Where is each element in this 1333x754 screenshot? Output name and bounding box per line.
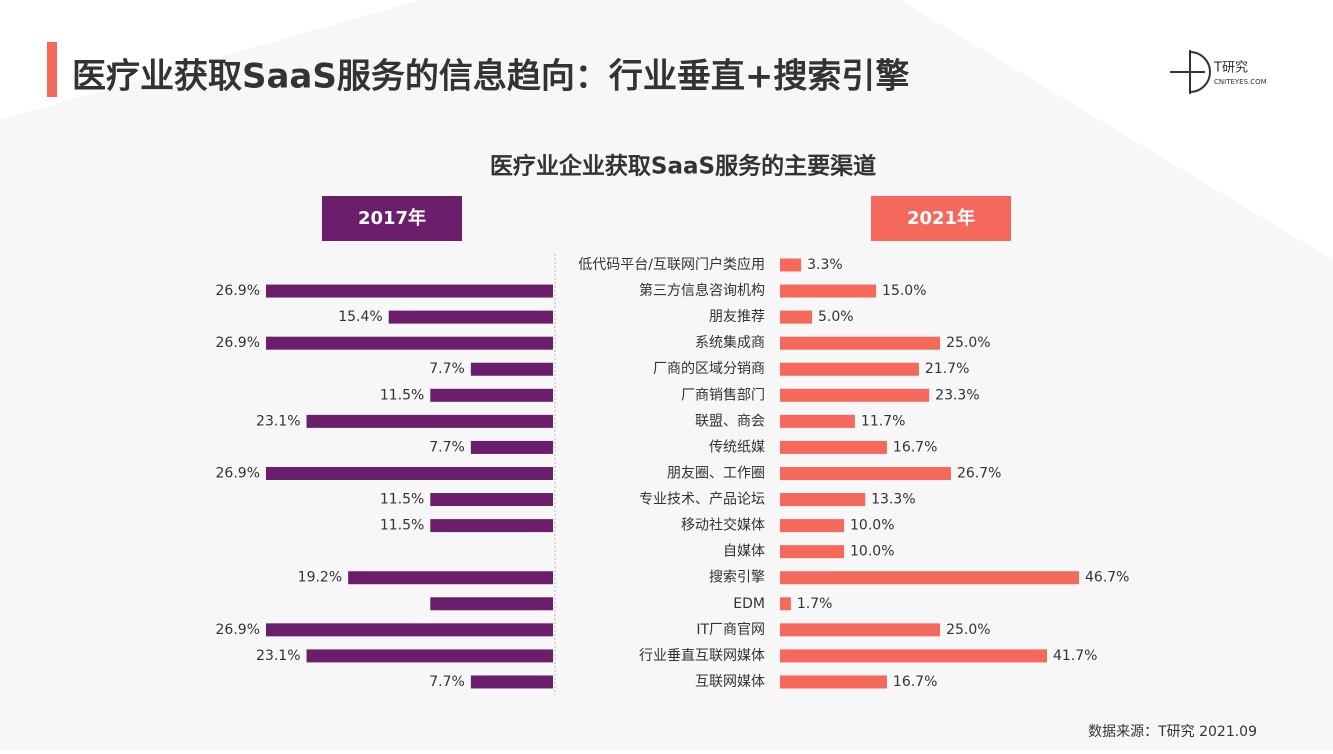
value-label: 19.2% (298, 570, 342, 586)
category-label: 厂商销售部门 (681, 387, 765, 403)
bar (780, 388, 930, 402)
category-label: 朋友推荐 (709, 309, 765, 325)
legend-box (871, 196, 1011, 241)
category-label: 专业技术、产品论坛 (639, 492, 765, 508)
bar (780, 336, 941, 350)
bar (780, 310, 813, 324)
bar (388, 310, 553, 324)
value-label: 21.7% (925, 361, 969, 377)
logo: T研究 CNITEYES.COM (1170, 50, 1267, 94)
category-label: 移动社交媒体 (681, 517, 765, 534)
category-label: 搜索引擎 (709, 569, 765, 586)
legend-label: 2021年 (907, 207, 975, 229)
value-label: 7.7% (429, 439, 465, 455)
logo-domain: CNITEYES.COM (1214, 78, 1267, 86)
bar (430, 388, 553, 402)
legend-label: 2017年 (358, 207, 426, 229)
bar (780, 414, 855, 428)
category-label: 厂商的区域分销商 (653, 361, 765, 377)
category-label: 联盟、商会 (695, 413, 765, 429)
bar (266, 336, 553, 350)
category-label: 传统纸媒 (709, 439, 765, 455)
value-label: 5.0% (818, 309, 854, 325)
value-label: 23.1% (256, 413, 300, 429)
value-label: 46.7% (1085, 570, 1129, 586)
category-label: 低代码平台/互联网门户类应用 (578, 256, 765, 273)
value-label: 10.0% (850, 518, 894, 534)
bar (780, 258, 802, 272)
title-accent (47, 42, 57, 97)
value-label: 23.1% (256, 648, 300, 664)
value-label: 41.7% (1053, 648, 1097, 664)
bar (780, 519, 845, 533)
bar (780, 571, 1079, 585)
value-label: 13.3% (871, 492, 915, 508)
chart-title: 医疗业企业获取SaaS服务的主要渠道 (490, 153, 876, 180)
value-label: 1.7% (797, 596, 833, 612)
value-label: 16.7% (893, 439, 937, 455)
value-label: 16.7% (893, 674, 937, 690)
value-label: 7.7% (429, 361, 465, 377)
value-label: 15.0% (882, 283, 926, 299)
value-label: 25.0% (946, 622, 990, 638)
category-label: 行业垂直互联网媒体 (639, 647, 765, 664)
category-label: 自媒体 (723, 544, 765, 560)
bar (430, 597, 553, 611)
value-label: 11.7% (861, 413, 905, 429)
value-label: 25.0% (946, 335, 990, 351)
bar (348, 571, 553, 585)
bar (470, 440, 553, 454)
value-label: 23.3% (935, 387, 979, 403)
bar (430, 519, 553, 533)
page-title: 医疗业获取SaaS服务的信息趋向：行业垂直+搜索引擎 (72, 57, 909, 97)
value-label: 10.0% (850, 544, 894, 560)
bar (306, 414, 553, 428)
value-label: 26.9% (216, 622, 260, 638)
bar (470, 675, 553, 689)
value-label: 3.3% (807, 257, 843, 273)
value-label: 15.4% (338, 309, 382, 325)
bar (780, 362, 919, 376)
value-label: 11.5% (380, 492, 424, 508)
bar (780, 623, 941, 637)
legend-box (322, 196, 462, 241)
source: 数据来源：T研究 2021.09 (1088, 724, 1257, 740)
logo-mark (1189, 51, 1211, 93)
category-label: 第三方信息咨询机构 (639, 282, 765, 299)
value-label: 11.5% (380, 387, 424, 403)
bar (780, 649, 1047, 663)
bar (780, 284, 877, 298)
bar (780, 440, 887, 454)
category-label: IT厂商官网 (696, 622, 765, 638)
value-label: 11.5% (380, 518, 424, 534)
bar (306, 649, 553, 663)
bar (780, 466, 951, 480)
logo-name: T研究 (1213, 61, 1248, 76)
bar (266, 623, 553, 637)
bar (780, 597, 791, 611)
category-label: 系统集成商 (695, 334, 765, 351)
bar (780, 493, 866, 507)
value-label: 26.7% (957, 465, 1001, 481)
value-label: 26.9% (216, 465, 260, 481)
bar (266, 284, 553, 298)
value-label: 7.7% (429, 674, 465, 690)
value-label: 26.9% (216, 283, 260, 299)
value-label: 26.9% (216, 335, 260, 351)
bar (780, 675, 887, 689)
bar (470, 362, 553, 376)
bar (780, 545, 845, 559)
bar (430, 493, 553, 507)
category-label: 朋友圈、工作圈 (667, 465, 765, 481)
category-label: 互联网媒体 (695, 674, 765, 690)
category-label: EDM (733, 596, 765, 612)
bar (266, 466, 553, 480)
